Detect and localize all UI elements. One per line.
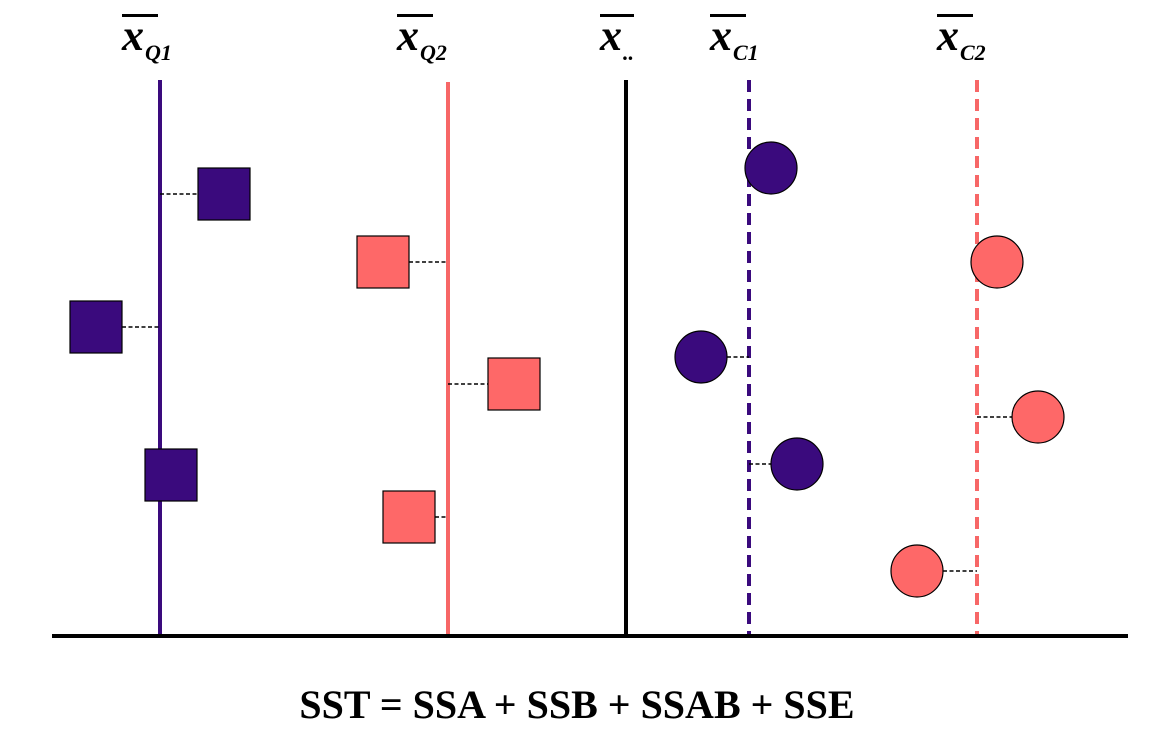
mean-subscript: C2 [960,40,986,65]
mean-symbol: x [710,11,732,60]
data-point-circle [674,330,728,384]
overbar [937,14,973,17]
mean-symbol: x [600,11,622,60]
mean-label-q1: xQ1 [122,14,172,64]
mean-label-c1: xC1 [710,14,759,64]
mean-symbol: x [122,11,144,60]
data-point-square [487,357,541,411]
mean-label-c2: xC2 [937,14,986,64]
data-point-circle [770,437,824,491]
mean-subscript: Q1 [145,40,172,65]
mean-subscript: .. [623,40,634,65]
overbar [600,14,634,17]
overbar [122,14,158,17]
data-point-circle [744,141,798,195]
data-point-square [356,235,410,289]
mean-label-grand: x.. [600,14,634,64]
mean-symbol: x [937,11,959,60]
overbar [710,14,746,17]
data-point-square [197,167,251,221]
data-point-circle [1011,390,1065,444]
anova-equation: SST = SSA + SSB + SSAB + SSE [299,682,855,727]
data-point-square [69,300,123,354]
data-point-circle [970,235,1024,289]
data-point-square [144,448,198,502]
data-point-circle [890,544,944,598]
mean-subscript: C1 [733,40,759,65]
data-point-square [382,490,436,544]
mean-label-q2: xQ2 [397,14,447,64]
mean-subscript: Q2 [420,40,447,65]
overbar [397,14,433,17]
mean-symbol: x [397,11,419,60]
